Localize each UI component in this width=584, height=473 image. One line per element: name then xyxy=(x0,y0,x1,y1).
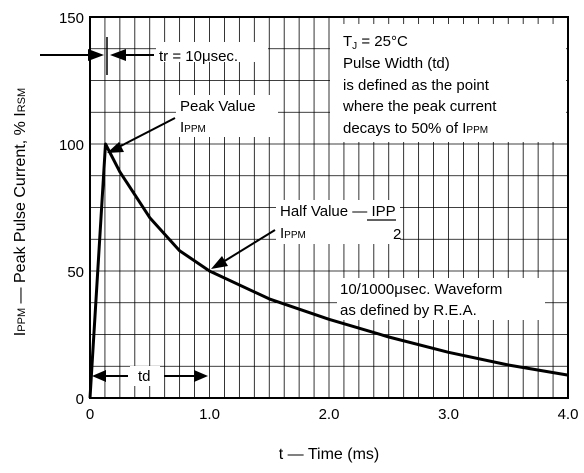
tj-label: TJ = 25°C xyxy=(343,33,408,52)
half-label: Half Value — IPP xyxy=(280,203,396,220)
plot-frame xyxy=(89,16,569,399)
peak-annotation: Peak Value IPPM xyxy=(107,98,256,153)
y-axis-label: IPPM — Peak Pulse Current, % IRSM xyxy=(12,88,29,336)
td-annotation: td xyxy=(92,368,208,385)
condition-line-4: decays to 50% of IPPM xyxy=(343,120,488,137)
series-layer xyxy=(88,142,569,399)
peak-label-bg xyxy=(176,95,278,137)
y-tick-label: 100 xyxy=(59,137,84,154)
conditions-annotation: TJ = 25°C Pulse Width (td) is defined as… xyxy=(342,33,497,137)
x-tick-label: 4.0 xyxy=(558,406,579,423)
td-label-bg xyxy=(130,366,160,386)
conditions-bg xyxy=(330,24,566,142)
waveform-bg xyxy=(337,278,545,320)
half-symbol: IPPM xyxy=(280,225,306,242)
tr-label: tr = 10μsec. xyxy=(159,48,238,65)
peak-label: Peak Value xyxy=(180,98,256,115)
x-tick-label: 2.0 xyxy=(319,406,340,423)
half-annotation: Half Value — IPP 2 IPPM xyxy=(211,203,401,269)
waveform-line-1: 10/1000μsec. Waveform xyxy=(340,281,502,298)
x-tick-label: 3.0 xyxy=(438,406,459,423)
tr-annotation: tr = 10μsec. xyxy=(40,37,238,75)
x-tick-label: 1.0 xyxy=(199,406,220,423)
y-tick-label: 0 xyxy=(76,391,84,408)
condition-line-1: Pulse Width (td) xyxy=(343,55,450,72)
x-axis-label: t — Time (ms) xyxy=(279,446,379,463)
peak-symbol: IPPM xyxy=(180,119,206,136)
axis-ticks: 0 1.0 2.0 3.0 4.0 0 50 100 150 xyxy=(59,10,578,423)
half-label-bg xyxy=(276,200,400,244)
half-denominator: 2 xyxy=(393,226,401,243)
tr-label-bg xyxy=(156,42,268,62)
y-tick-label: 50 xyxy=(67,264,84,281)
series-line xyxy=(88,142,569,399)
condition-line-3: where the peak current xyxy=(342,98,497,115)
td-label: td xyxy=(138,368,151,385)
condition-line-2: is defined as the point xyxy=(343,77,490,94)
waveform-annotation: 10/1000μsec. Waveform as defined by R.E.… xyxy=(340,281,502,319)
waveform-line-2: as defined by R.E.A. xyxy=(340,302,477,319)
x-tick-label: 0 xyxy=(86,406,94,423)
y-tick-label: 150 xyxy=(59,10,84,27)
